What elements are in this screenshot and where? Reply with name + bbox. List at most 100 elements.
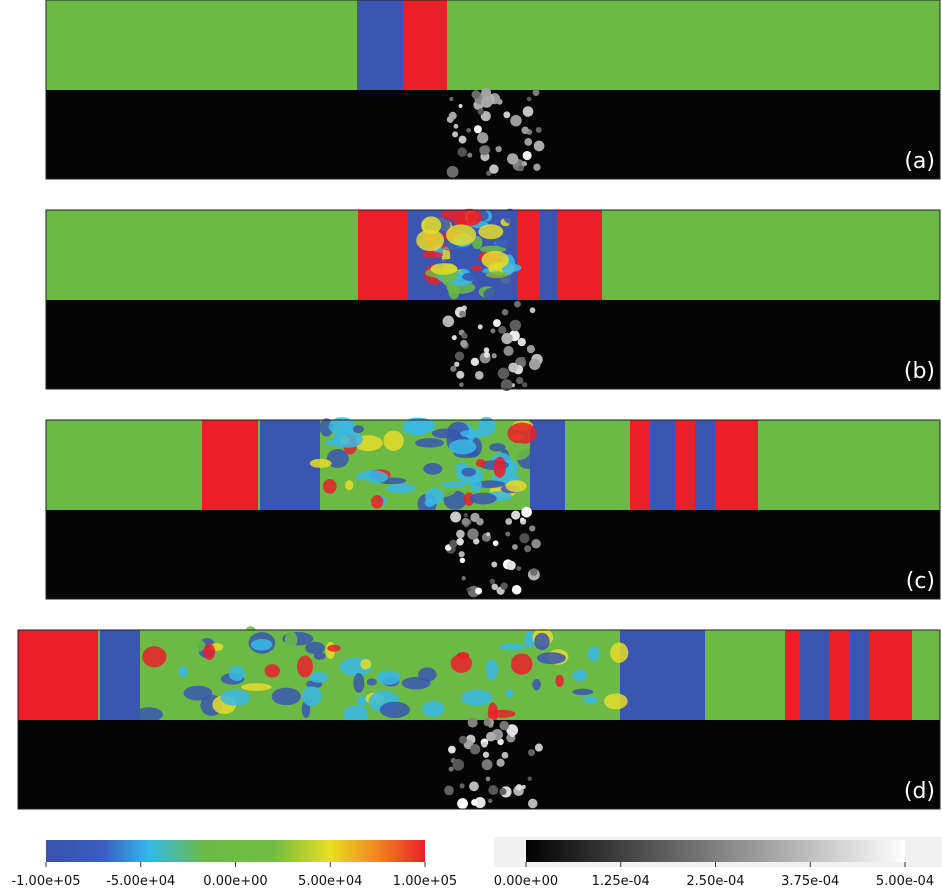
- blob: [308, 672, 329, 683]
- particle: [511, 585, 522, 595]
- particle: [471, 90, 481, 99]
- panel-label: (b): [904, 359, 935, 384]
- blob: [379, 701, 410, 719]
- blob: [475, 459, 486, 467]
- band: [260, 420, 320, 510]
- blob: [421, 700, 445, 717]
- particle: [488, 785, 499, 796]
- particle: [467, 528, 479, 540]
- particle: [505, 518, 513, 525]
- particle: [461, 517, 470, 526]
- particle: [534, 743, 543, 752]
- blob: [587, 645, 600, 662]
- particle: [501, 332, 513, 345]
- particle: [517, 165, 525, 172]
- panels: (a) (b) (c) (d): [17, 0, 941, 810]
- band: [715, 420, 758, 510]
- particle: [492, 319, 501, 328]
- particle: [469, 744, 481, 755]
- blob: [483, 287, 503, 301]
- blob: [510, 653, 533, 675]
- particle: [452, 131, 458, 138]
- blob: [366, 678, 377, 686]
- particle: [461, 332, 468, 339]
- particle: [458, 551, 465, 558]
- particle: [498, 325, 507, 334]
- blob: [498, 643, 526, 651]
- particle: [508, 362, 519, 373]
- particle: [521, 356, 526, 361]
- particle: [459, 382, 464, 387]
- particle: [444, 785, 454, 796]
- tick-label: 1.25e-04: [592, 874, 650, 889]
- blob: [508, 442, 530, 460]
- particles-bg: [46, 300, 940, 389]
- blob: [469, 492, 497, 505]
- particle: [505, 531, 511, 537]
- particle: [527, 798, 538, 809]
- particle: [448, 745, 456, 754]
- particle: [497, 738, 504, 746]
- blob: [431, 428, 460, 439]
- panel-label: (d): [904, 779, 935, 804]
- particle: [522, 106, 534, 117]
- particle: [480, 111, 491, 122]
- particle: [442, 315, 455, 328]
- particle: [457, 798, 468, 809]
- blob: [488, 709, 516, 718]
- blob: [183, 685, 213, 701]
- particle: [491, 561, 498, 568]
- particle: [524, 138, 533, 146]
- particle: [470, 357, 480, 367]
- particle: [476, 517, 484, 526]
- particle: [521, 161, 528, 167]
- blob: [505, 688, 514, 698]
- blob: [250, 638, 273, 651]
- blob: [284, 631, 298, 648]
- blob: [296, 655, 313, 678]
- blob: [416, 229, 445, 252]
- particle: [450, 365, 457, 372]
- particle: [501, 751, 509, 759]
- particle: [535, 126, 542, 133]
- particle: [496, 758, 505, 767]
- blob: [353, 479, 374, 494]
- particle: [457, 147, 467, 157]
- blob: [481, 250, 509, 269]
- particle: [473, 125, 482, 134]
- blob: [555, 674, 564, 687]
- band: [202, 420, 258, 510]
- particle: [532, 89, 540, 97]
- particle: [521, 784, 526, 790]
- particle: [497, 367, 510, 380]
- band: [518, 210, 540, 300]
- particle: [458, 103, 463, 108]
- tick-label: 0.00e+00: [203, 874, 267, 889]
- particle: [516, 376, 524, 385]
- blob: [478, 224, 504, 240]
- blob: [352, 425, 364, 434]
- blob: [177, 637, 206, 654]
- blob: [383, 430, 404, 451]
- particle: [456, 538, 464, 546]
- particle: [491, 353, 497, 359]
- blob: [203, 643, 216, 660]
- particle: [487, 798, 493, 804]
- particle: [459, 557, 466, 564]
- panel: (d): [17, 626, 941, 810]
- blob: [485, 659, 498, 681]
- blob: [353, 673, 365, 693]
- blob: [327, 644, 341, 652]
- particle: [481, 759, 493, 771]
- blob: [445, 224, 477, 246]
- particle: [481, 96, 493, 108]
- band: [403, 0, 447, 90]
- particle: [499, 720, 509, 731]
- blob: [610, 642, 629, 663]
- panel: (a): [45, 0, 941, 180]
- particle: [479, 145, 490, 156]
- blob: [572, 669, 588, 682]
- band: [830, 630, 850, 720]
- blob: [524, 631, 536, 648]
- particle: [511, 544, 518, 550]
